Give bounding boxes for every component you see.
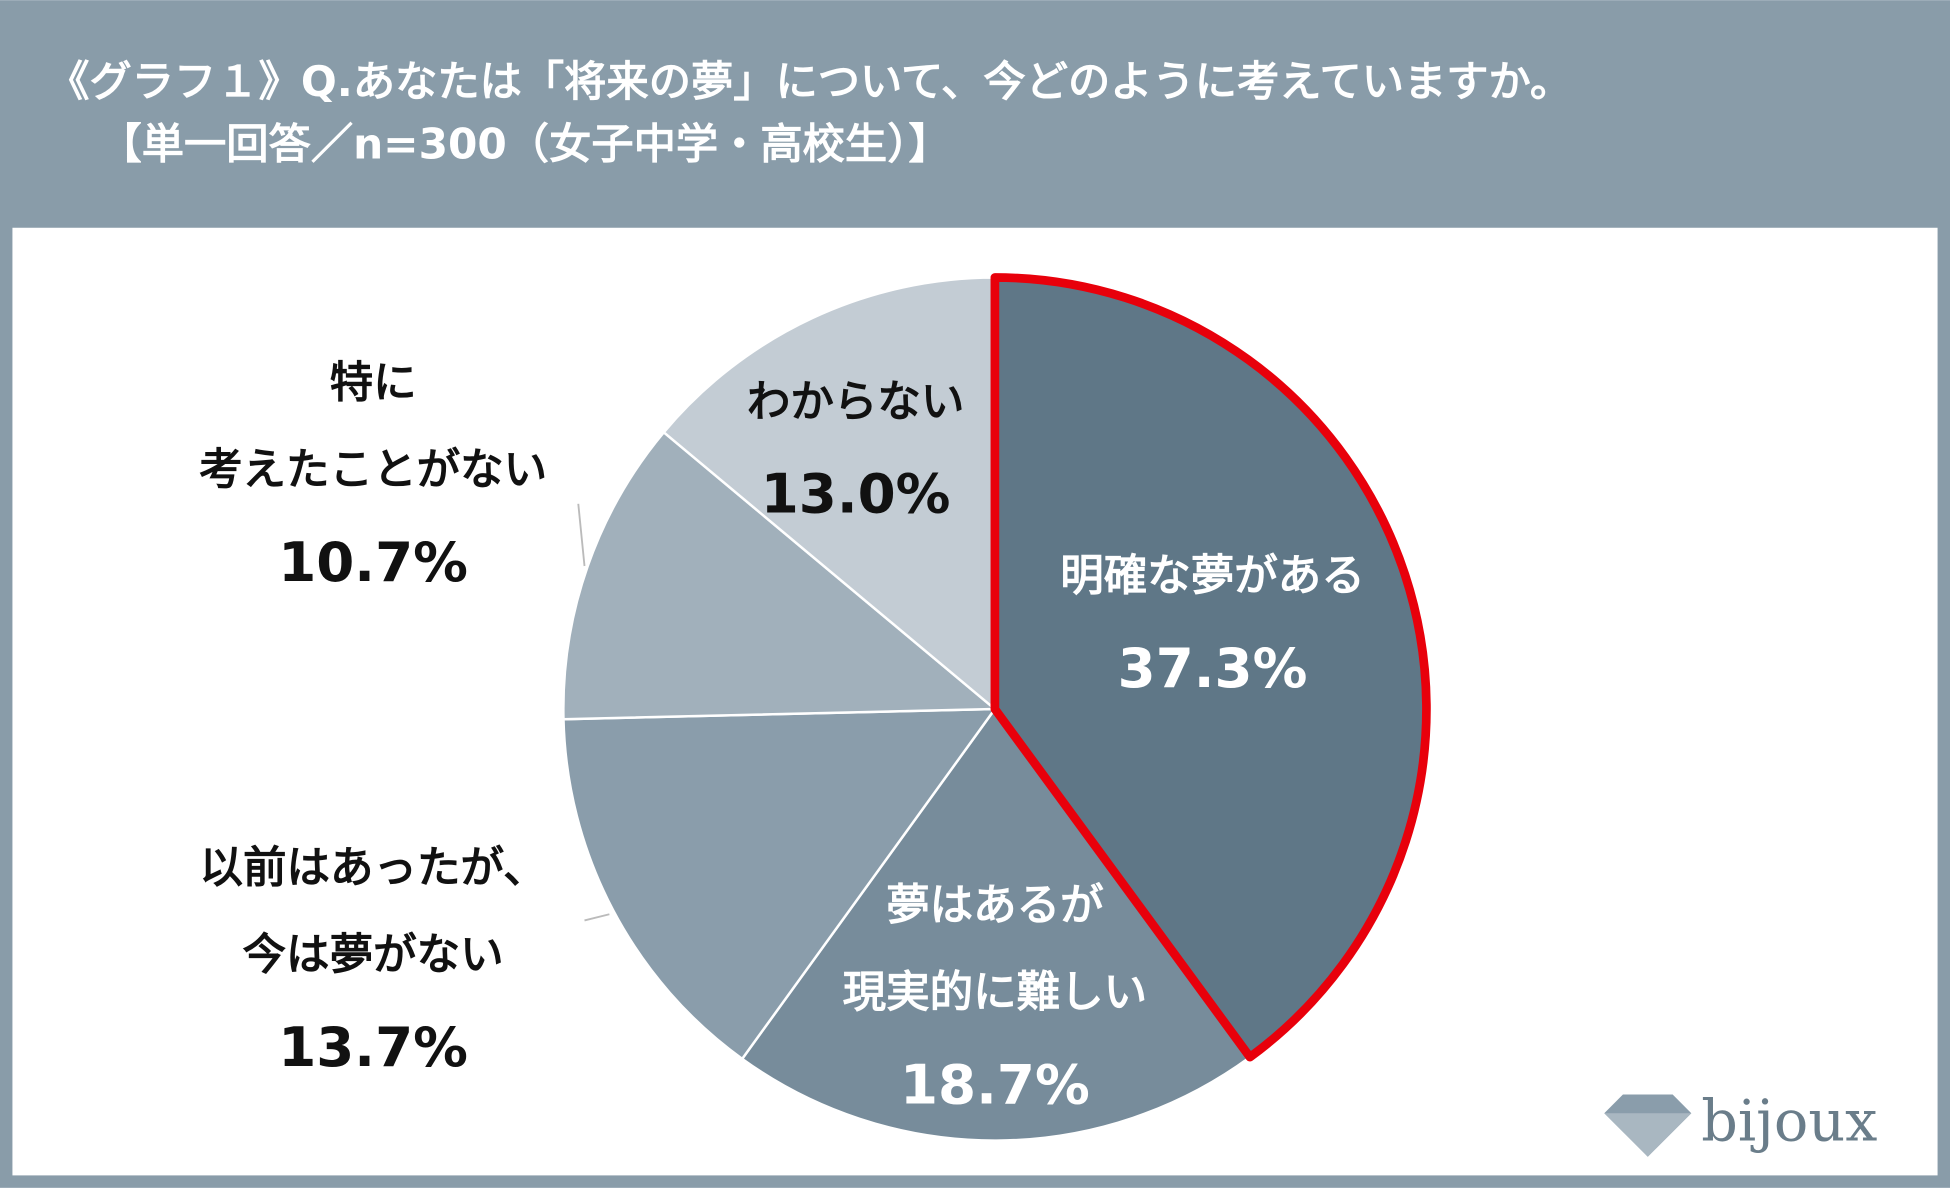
slice-label: 現実的に難しい [843,968,1148,1018]
pie-slice [990,273,1431,1062]
slice-label: 今は夢がない [243,931,504,981]
value-label: 18.7% [900,1052,1090,1116]
chart-title: 《グラフ１》Q.あなたは「将来の夢」について、今どのように考えていますか。 [47,57,1572,106]
slice-label: 明確な夢がある [1060,551,1365,601]
pie-slice [740,707,1252,1142]
chart-subtitle: 【単一回答／n=300（女子中学・高校生）】 [99,119,950,168]
slice-label: わからない [747,377,965,427]
logo-icon [1604,1113,1692,1157]
slice-label: 以前はあったが、 [199,844,546,894]
value-label: 37.3% [1118,636,1308,700]
value-label: 13.0% [761,462,951,526]
leader-line [577,503,586,567]
slice-label: 考えたことがない [199,446,547,496]
pie-slice [662,276,997,711]
value-label: 10.7% [278,530,468,594]
value-label: 13.7% [278,1015,468,1079]
leader-line [584,913,610,922]
pie-slice [562,707,997,1061]
slice-label: 夢はあるが [886,881,1104,931]
logo-text: bijoux [1701,1089,1877,1155]
logo: bijoux [1604,1089,1877,1157]
slice-label: 特に [330,359,417,409]
pie-slice [562,431,997,721]
pie [562,273,1431,1142]
